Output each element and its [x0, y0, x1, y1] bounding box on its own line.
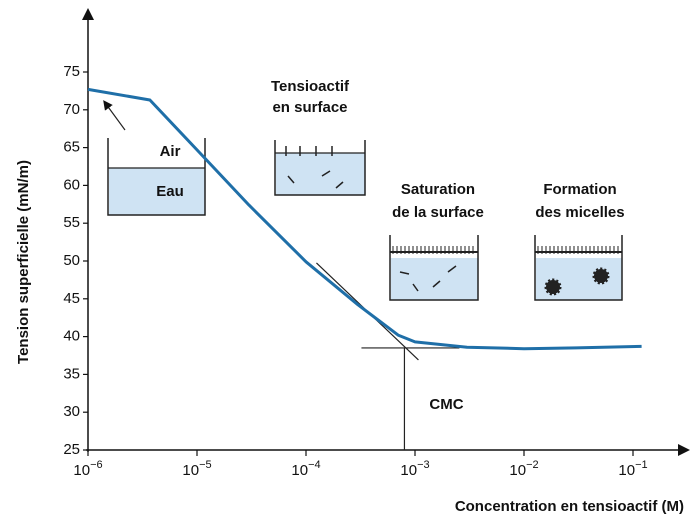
inset-micelles — [535, 235, 622, 300]
annotation: Eau — [156, 183, 184, 200]
cmc-label: CMC — [429, 396, 463, 413]
y-tick-label: 65 — [63, 139, 80, 156]
y-tick-label: 45 — [63, 290, 80, 307]
annotation: Tensioactif — [271, 78, 350, 95]
x-tick-label: 10−2 — [509, 459, 538, 479]
y-tick-label: 70 — [63, 101, 80, 118]
x-tick-label: 10−1 — [618, 459, 647, 479]
y-tick-label: 40 — [63, 328, 80, 345]
y-tick-label: 60 — [63, 176, 80, 193]
inset-surface — [275, 140, 365, 195]
y-tick-label: 30 — [63, 403, 80, 420]
inset-saturation — [390, 235, 478, 300]
annotation: Saturation — [401, 181, 475, 198]
x-tick-label: 10−6 — [73, 459, 102, 479]
y-tick-label: 35 — [63, 365, 80, 382]
chart: Tension superficielle (mN/m) Concentrati… — [0, 0, 691, 518]
x-tick-label: 10−3 — [400, 459, 429, 479]
annotation: Formation — [543, 181, 616, 198]
annotation: Air — [160, 143, 181, 160]
y-axis-title: Tension superficielle (mN/m) — [15, 160, 32, 364]
x-tick-label: 10−4 — [291, 459, 320, 479]
x-tick-label: 10−5 — [182, 459, 211, 479]
annotation: en surface — [272, 99, 347, 116]
y-tick-label: 50 — [63, 252, 80, 269]
y-tick-label: 25 — [63, 441, 80, 458]
x-axis-title: Concentration en tensioactif (M) — [455, 498, 684, 515]
annotation: de la surface — [392, 204, 484, 221]
y-tick-label: 55 — [63, 214, 80, 231]
y-tick-label: 75 — [63, 63, 80, 80]
annotation: des micelles — [535, 204, 624, 221]
